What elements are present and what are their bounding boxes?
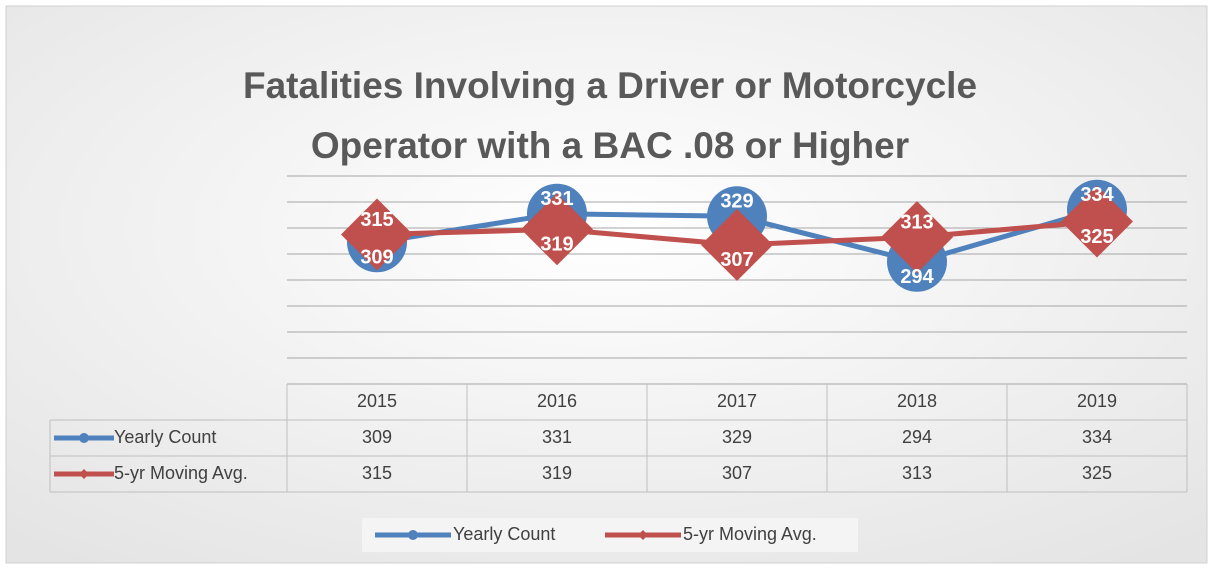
data-label: 325 bbox=[1080, 226, 1113, 248]
data-label: 334 bbox=[1080, 184, 1114, 206]
table-legend-icon-marker bbox=[79, 469, 89, 479]
data-label: 331 bbox=[540, 188, 573, 210]
table-cell: 294 bbox=[902, 427, 932, 447]
data-label: 319 bbox=[540, 234, 573, 256]
legend-icon-marker bbox=[408, 530, 418, 540]
chart-title: Fatalities Involving a Driver or Motorcy… bbox=[242, 65, 978, 166]
table-cell: 331 bbox=[542, 427, 572, 447]
table-cell: 325 bbox=[1082, 463, 1112, 483]
table-cell: 334 bbox=[1082, 427, 1112, 447]
legend-label: Yearly Count bbox=[453, 524, 555, 544]
marker bbox=[701, 208, 773, 281]
table-header: 2016 bbox=[537, 391, 577, 411]
table-header: 2018 bbox=[897, 391, 937, 411]
table-cell: 313 bbox=[902, 463, 932, 483]
data-label: 313 bbox=[900, 211, 933, 233]
table-cell: 307 bbox=[722, 463, 752, 483]
marker bbox=[521, 193, 593, 266]
table-header: 2015 bbox=[357, 391, 397, 411]
marker bbox=[341, 198, 413, 271]
data-label: 309 bbox=[360, 247, 393, 269]
data-label: 294 bbox=[900, 266, 934, 288]
table-legend-icon-marker bbox=[79, 433, 89, 443]
table-cell: 319 bbox=[542, 463, 572, 483]
data-label: 307 bbox=[720, 249, 753, 271]
legend-icon-marker bbox=[638, 530, 648, 540]
legend-label: 5-yr Moving Avg. bbox=[683, 524, 817, 544]
table-header: 2017 bbox=[717, 391, 757, 411]
table-row-label: 5-yr Moving Avg. bbox=[114, 463, 248, 483]
table-header: 2019 bbox=[1077, 391, 1117, 411]
table-cell: 329 bbox=[722, 427, 752, 447]
marker bbox=[881, 201, 953, 274]
table-cell: 309 bbox=[362, 427, 392, 447]
data-label: 329 bbox=[720, 191, 753, 213]
table-row-label: Yearly Count bbox=[114, 427, 216, 447]
marker bbox=[1061, 185, 1133, 258]
data-label: 315 bbox=[360, 209, 393, 231]
table-cell: 315 bbox=[362, 463, 392, 483]
